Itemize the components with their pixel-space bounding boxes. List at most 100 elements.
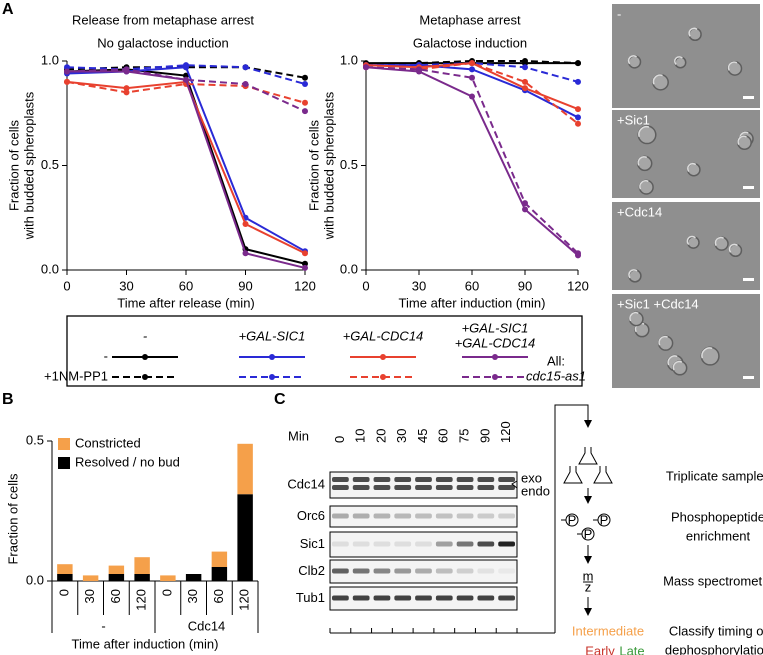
legend-swatch-dot	[380, 374, 386, 380]
data-point	[123, 85, 130, 92]
band	[456, 485, 474, 490]
y-axis-label: Fraction of cells	[6, 119, 21, 211]
legend-swatch-dot	[142, 354, 148, 360]
mz-symbol: m	[583, 568, 594, 583]
data-point	[522, 85, 528, 92]
band	[456, 477, 474, 482]
data-point	[469, 93, 475, 100]
data-point	[522, 206, 528, 213]
micrograph-label: +Sic1 +Cdc14	[617, 296, 699, 311]
protein-label: Clb2	[298, 563, 325, 578]
band	[373, 541, 391, 547]
band	[498, 477, 515, 482]
band	[415, 513, 432, 519]
band	[498, 595, 515, 601]
legend-column-label: -	[143, 328, 148, 343]
timing-label: Late	[619, 643, 644, 655]
band	[477, 568, 495, 574]
series-line	[66, 80, 306, 255]
x-tick-label: 120	[134, 589, 149, 611]
y-tick-label: 0.0	[340, 261, 358, 276]
x-tick-label: 60	[179, 278, 193, 293]
y-axis-label: with budded spheroplasts	[321, 91, 336, 240]
form-bracket	[511, 480, 518, 489]
micrograph: +Sic1	[612, 110, 760, 198]
cell	[674, 56, 687, 69]
micrograph-label: -	[617, 6, 621, 21]
band	[498, 513, 515, 519]
legend-label: Resolved / no bud	[75, 454, 180, 469]
legend-column-label: +GAL-CDC14	[343, 328, 424, 343]
band	[435, 513, 453, 519]
band	[435, 485, 453, 490]
data-point	[242, 64, 249, 71]
cell-highlight	[629, 311, 639, 322]
x-axis-label: Time after induction (min)	[399, 295, 546, 310]
data-point	[575, 114, 581, 121]
micrograph: +Cdc14	[612, 202, 760, 290]
mz-symbol: z	[585, 579, 592, 594]
data-point	[183, 76, 189, 83]
band	[352, 541, 370, 547]
y-axis-label: Fraction of cells	[5, 473, 20, 565]
data-point	[469, 66, 475, 73]
cell-highlight	[688, 27, 698, 37]
form-label: endo	[521, 483, 550, 498]
data-point	[242, 221, 249, 228]
band	[394, 595, 412, 601]
data-point	[469, 74, 475, 81]
band	[352, 485, 370, 490]
lane-time: 120	[498, 421, 513, 443]
band	[415, 595, 432, 601]
x-tick-label: 30	[412, 278, 426, 293]
scale-bar	[743, 376, 754, 379]
x-tick-label: 60	[211, 589, 226, 603]
lane-time: 30	[394, 429, 409, 443]
data-point	[522, 78, 528, 85]
x-tick-label: 30	[119, 278, 133, 293]
band	[477, 485, 495, 490]
cell-highlight	[687, 162, 697, 173]
flow-line	[554, 404, 592, 633]
data-point	[575, 78, 581, 85]
bar-segment	[134, 574, 150, 581]
data-point	[64, 68, 70, 75]
x-tick-label: 0	[56, 589, 71, 596]
workflow-step: enrichment	[686, 528, 751, 543]
legend-swatch-dot	[269, 374, 275, 380]
band	[456, 595, 474, 601]
micrograph-bg	[612, 110, 760, 198]
protein-label: Sic1	[300, 536, 325, 551]
cell-highlight	[686, 235, 696, 246]
blot-strip	[329, 559, 518, 584]
panel-label: C	[274, 391, 286, 408]
series-line	[66, 80, 306, 104]
band	[415, 568, 432, 574]
bar-segment	[237, 494, 253, 581]
legend-swatch-dot	[492, 354, 498, 360]
protein-label: Orc6	[297, 508, 325, 523]
band	[415, 541, 432, 547]
band	[352, 477, 370, 482]
band	[394, 541, 412, 547]
band	[394, 477, 412, 482]
y-axis-label: with budded spheroplasts	[21, 91, 36, 240]
workflow-step: Classify timing of	[669, 623, 763, 638]
data-point	[302, 80, 308, 87]
micrograph-label: +Cdc14	[617, 204, 662, 219]
x-tick-label: 0	[159, 589, 174, 596]
band	[435, 477, 453, 482]
band	[352, 513, 370, 519]
cell-highlight	[701, 347, 713, 359]
band	[415, 477, 432, 482]
data-point	[242, 80, 249, 87]
band	[373, 485, 391, 490]
band	[456, 568, 474, 574]
y-tick-label: 1.0	[340, 52, 358, 67]
band	[435, 568, 453, 574]
data-point	[575, 250, 581, 257]
data-point	[522, 200, 528, 207]
cell	[687, 236, 700, 249]
bar-segment	[211, 567, 228, 581]
